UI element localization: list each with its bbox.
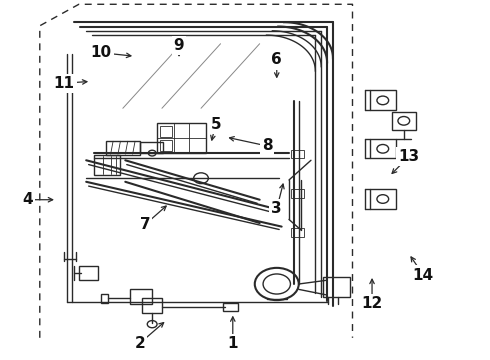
Text: 7: 7: [140, 217, 150, 232]
Text: 2: 2: [135, 336, 146, 351]
Text: 9: 9: [174, 38, 184, 53]
Text: 8: 8: [262, 139, 272, 153]
Text: 10: 10: [90, 45, 111, 60]
Text: 13: 13: [398, 149, 419, 164]
Text: 11: 11: [54, 76, 74, 91]
Text: 4: 4: [22, 192, 33, 207]
Text: 5: 5: [210, 117, 221, 132]
Text: 14: 14: [413, 267, 434, 283]
Text: 6: 6: [271, 52, 282, 67]
Text: 12: 12: [362, 296, 383, 311]
Text: 1: 1: [227, 336, 238, 351]
Text: 3: 3: [271, 201, 282, 216]
